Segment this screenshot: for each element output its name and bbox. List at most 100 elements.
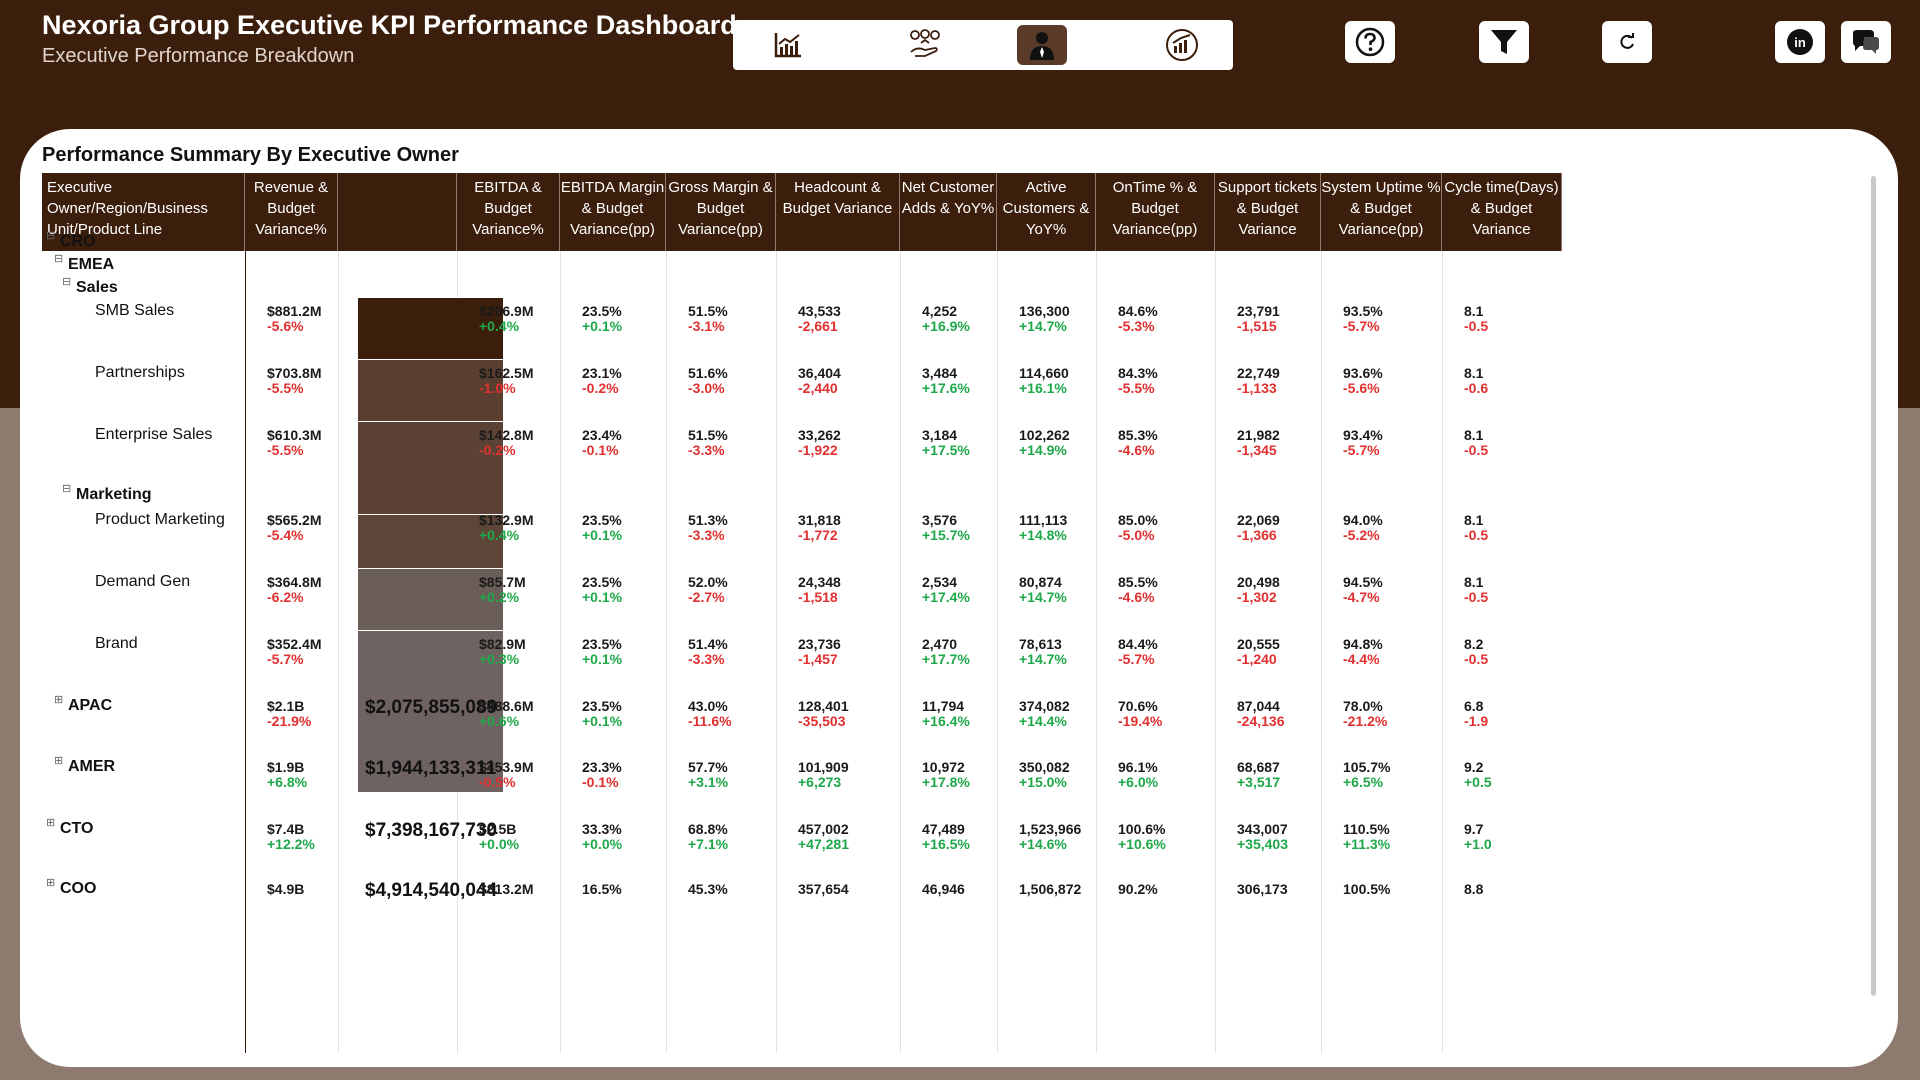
tree-label-cro[interactable]: CRO — [60, 233, 96, 250]
column-header-net-customer-adds[interactable]: Net Customer Adds & YoY% — [900, 173, 997, 251]
column-header-cycle-time[interactable]: Cycle time(Days) & Budget Variance — [1442, 173, 1562, 251]
cell-variance: -0.5 — [1464, 318, 1489, 334]
cell-ebitda: $82.9M +0.3% — [479, 637, 526, 667]
cell-net-customer-adds: 2,470 +17.7% — [922, 637, 970, 667]
cell-variance: -1,457 — [798, 651, 838, 667]
table-card: Performance Summary By Executive Owner E… — [20, 129, 1898, 1067]
row-label[interactable]: SMB Sales — [95, 302, 175, 319]
revenue-data-bar — [358, 630, 503, 792]
cell-value: 23.5% — [582, 698, 622, 714]
expand-collapse-toggle[interactable]: ⊞ — [46, 877, 56, 889]
row-label[interactable]: Partnerships — [95, 364, 185, 381]
cell-variance: -5.5% — [267, 380, 304, 396]
refresh-button[interactable] — [1602, 21, 1652, 63]
cell-value: 8.8 — [1464, 881, 1484, 897]
cell-net-customer-adds: 2,534 +17.4% — [922, 575, 970, 605]
table-title: Performance Summary By Executive Owner — [42, 144, 459, 166]
expand-collapse-toggle[interactable]: ⊞ — [54, 755, 64, 767]
cell-value: 84.6% — [1118, 303, 1158, 319]
column-header-owner[interactable]: Executive Owner/Region/Business Unit/Pro… — [42, 173, 245, 251]
nav-gauge-page-button[interactable] — [1157, 25, 1207, 65]
row-label[interactable]: CTO — [60, 820, 94, 837]
cell-variance: -4.6% — [1118, 589, 1155, 605]
cell-value: $881.2M — [267, 303, 322, 319]
cell-value: $4.9B — [267, 881, 305, 897]
column-header-ontime[interactable]: OnTime % & Budget Variance(pp) — [1096, 173, 1215, 251]
row-label[interactable]: Demand Gen — [95, 573, 191, 590]
cell-variance: -5.5% — [267, 442, 304, 458]
cell-variance: -0.5 — [1464, 527, 1489, 543]
row-label[interactable]: Product Marketing — [95, 511, 225, 528]
cell-value: 23.5% — [582, 512, 622, 528]
cell-variance: -5.7% — [1343, 442, 1380, 458]
cell-system-uptime: 94.0% -5.2% — [1343, 513, 1383, 543]
expand-collapse-toggle[interactable]: ⊟ — [62, 276, 72, 288]
chat-button[interactable] — [1841, 21, 1891, 63]
cell-variance: -2,661 — [798, 318, 838, 334]
expand-collapse-toggle[interactable]: ⊟ — [54, 253, 64, 265]
line-chart-icon — [774, 33, 801, 58]
expand-collapse-toggle[interactable]: ⊟ — [62, 483, 72, 495]
nav-trend-page-button[interactable] — [763, 25, 813, 65]
cell-gross-margin: 51.5% -3.3% — [688, 428, 728, 458]
cell-variance: -0.5% — [479, 774, 516, 790]
column-header-headcount[interactable]: Headcount & Budget Variance — [776, 173, 900, 251]
cell-variance: +47,281 — [798, 836, 849, 852]
cell-ontime: 84.4% -5.7% — [1118, 637, 1158, 667]
expand-collapse-toggle[interactable]: ⊟ — [46, 230, 56, 242]
cell-variance: +11.3% — [1343, 836, 1391, 852]
cell-variance: -5.7% — [1343, 318, 1380, 334]
linkedin-button[interactable]: in — [1775, 21, 1825, 63]
cell-variance: +0.1% — [582, 527, 623, 543]
column-header-revenue[interactable]: Revenue & Budget Variance% — [245, 173, 338, 251]
column-header-ebitda[interactable]: EBITDA & Budget Variance% — [457, 173, 560, 251]
expand-collapse-toggle[interactable]: ⊞ — [54, 694, 64, 706]
cell-variance: +14.9% — [1019, 442, 1067, 458]
cell-headcount: 33,262 -1,922 — [798, 428, 841, 458]
cell-variance: -5.0% — [1118, 527, 1155, 543]
column-header-revenue-bar[interactable] — [338, 173, 457, 251]
cell-value: 11,794 — [922, 698, 965, 714]
column-header-ebitda-margin[interactable]: EBITDA Margin & Budget Variance(pp) — [560, 173, 666, 251]
column-header-active-customers[interactable]: Active Customers & YoY% — [997, 173, 1096, 251]
cell-variance: +14.7% — [1019, 651, 1067, 667]
cell-value: $1.9B — [267, 759, 305, 775]
column-header-system-uptime[interactable]: System Uptime % & Budget Variance(pp) — [1321, 173, 1442, 251]
cell-variance: +14.4% — [1019, 713, 1067, 729]
row-label[interactable]: COO — [60, 880, 97, 897]
cell-variance: +1.0 — [1464, 836, 1492, 852]
cell-value: $453.9M — [479, 759, 534, 775]
cell-value: 94.8% — [1343, 636, 1383, 652]
row-label[interactable]: Brand — [95, 635, 138, 652]
column-header-gross-margin[interactable]: Gross Margin & Budget Variance(pp) — [666, 173, 776, 251]
row-label[interactable]: APAC — [68, 697, 113, 714]
row-label[interactable]: Enterprise Sales — [95, 426, 213, 443]
cell-variance: +6,273 — [798, 774, 842, 790]
help-button[interactable] — [1345, 21, 1395, 63]
row-label[interactable]: AMER — [68, 758, 116, 775]
column-divider — [666, 251, 667, 1053]
cell-variance: +17.4% — [922, 589, 970, 605]
column-header-support-tickets[interactable]: Support tickets & Budget Variance — [1215, 173, 1321, 251]
tree-label-sales[interactable]: Sales — [76, 279, 118, 296]
cell-variance: -3.3% — [688, 442, 725, 458]
cell-ontime: 90.2% — [1118, 882, 1158, 897]
nav-executive-page-button[interactable] — [1017, 25, 1067, 65]
cell-ebitda-margin: 23.1% -0.2% — [582, 366, 622, 396]
cell-value: 23,791 — [1237, 303, 1280, 319]
cell-support-tickets: 20,555 -1,240 — [1237, 637, 1280, 667]
filter-button[interactable] — [1479, 21, 1529, 63]
cell-gross-margin: 51.5% -3.1% — [688, 304, 728, 334]
cell-value: 16.5% — [582, 881, 622, 897]
table-scrollbar[interactable] — [1871, 176, 1876, 996]
revenue-data-bar — [358, 514, 503, 568]
nav-finance-page-button[interactable] — [900, 25, 950, 65]
expand-collapse-toggle[interactable]: ⊞ — [46, 817, 56, 829]
cell-value: $2.1B — [267, 698, 305, 714]
cell-ebitda-margin: 33.3% +0.0% — [582, 822, 622, 852]
cell-variance: +6.8% — [267, 774, 308, 790]
tree-label-marketing[interactable]: Marketing — [76, 486, 152, 503]
tree-label-emea[interactable]: EMEA — [68, 256, 115, 273]
cell-value: 100.6% — [1118, 821, 1166, 837]
cell-active-customers: 136,300 +14.7% — [1019, 304, 1070, 334]
